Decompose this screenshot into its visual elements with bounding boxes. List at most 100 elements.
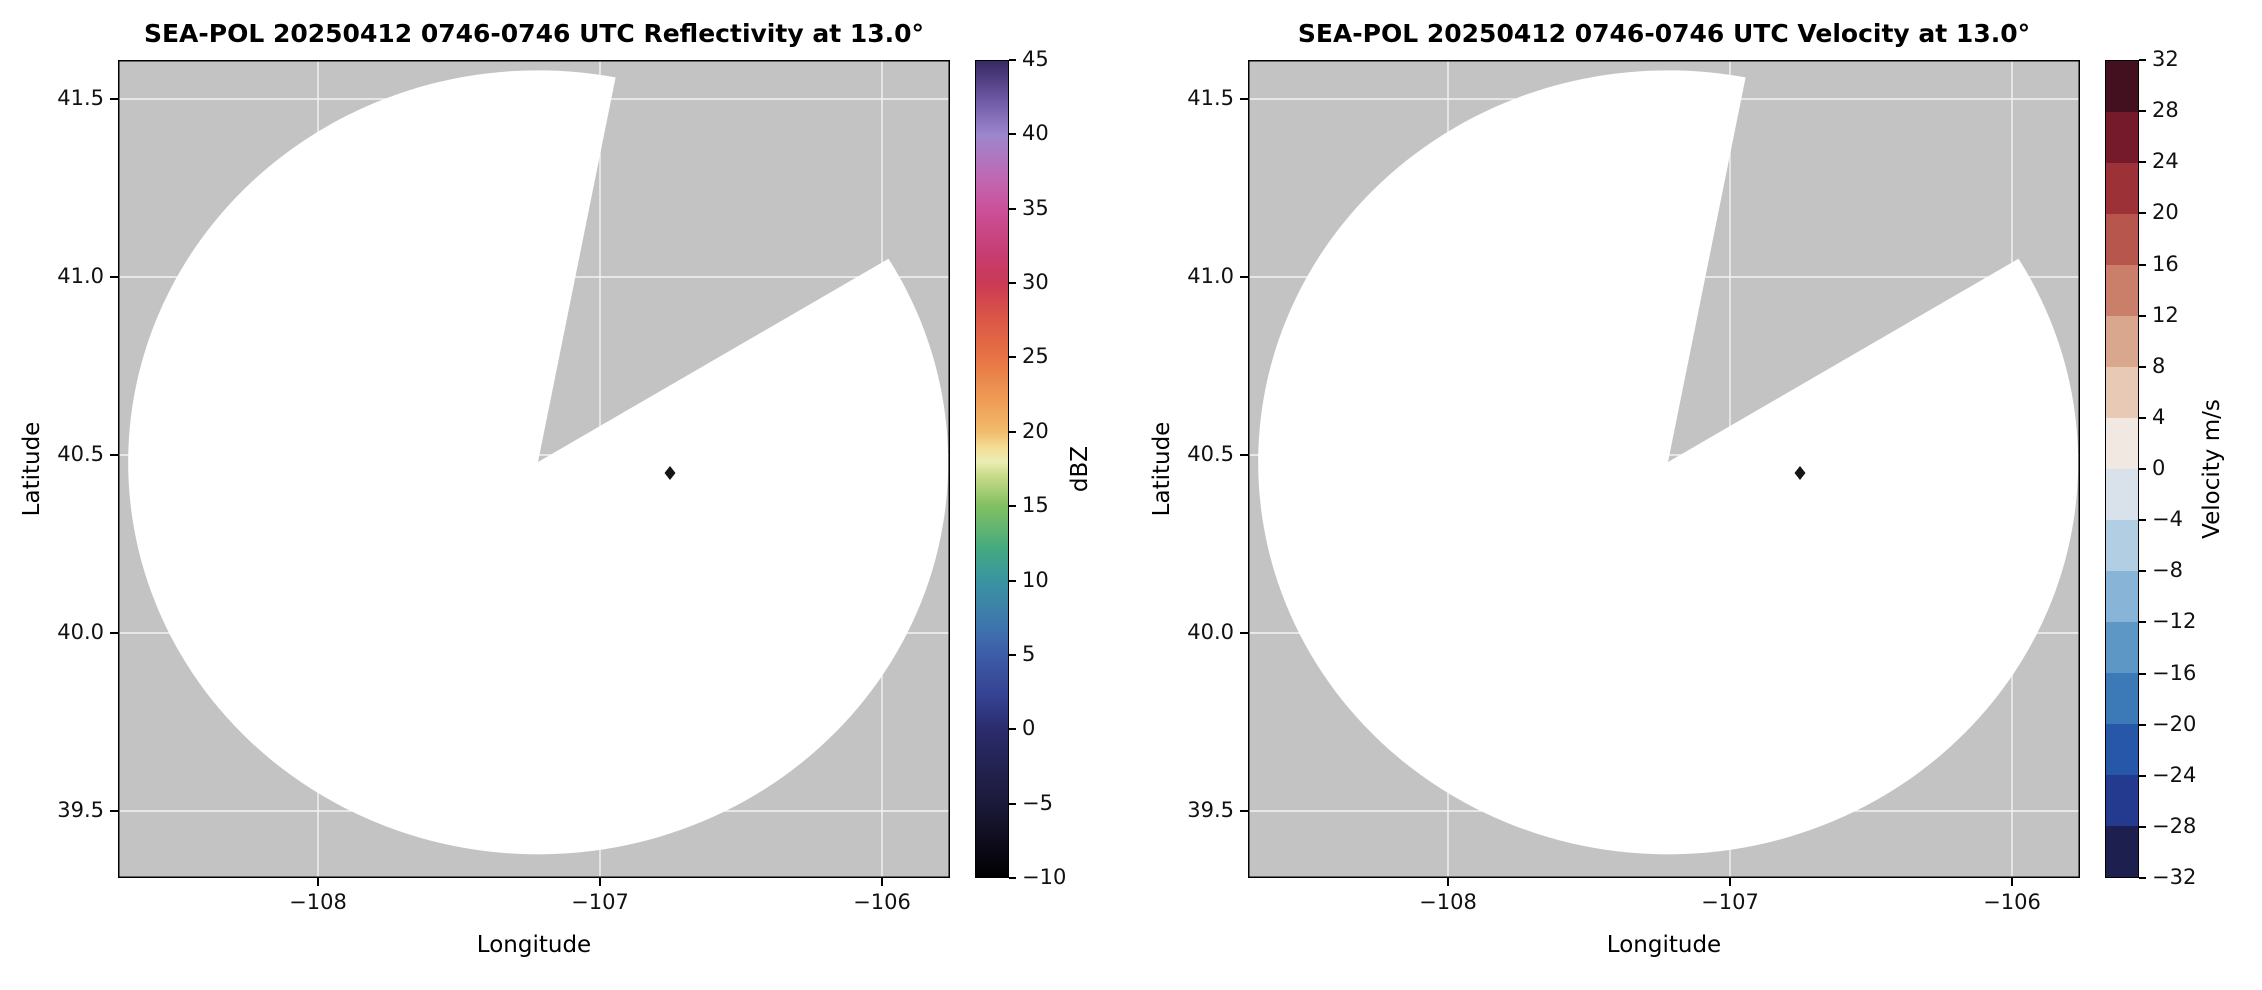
colorbar-tick-mark — [1009, 728, 1016, 731]
y-tick-mark — [1240, 454, 1248, 456]
colorbar-tick-mark — [1009, 207, 1016, 210]
colorbar-tick-mark — [2139, 110, 2146, 113]
colorbar-tick-mark — [2139, 59, 2146, 61]
reflectivity-y-axis-label: Latitude — [19, 421, 45, 517]
colorbar-tick-mark — [1009, 877, 1016, 879]
y-tick-label: 39.5 — [1187, 798, 1234, 822]
radar-echo-marker — [664, 466, 676, 480]
x-tick-mark — [599, 878, 601, 886]
velocity-colorbar — [2105, 60, 2139, 878]
colorbar-tick-label: 20 — [2152, 200, 2179, 225]
x-tick-label: −108 — [1419, 890, 1477, 914]
y-tick-label: 39.5 — [57, 798, 104, 822]
velocity-title: SEA-POL 20250412 0746-0746 UTC Velocity … — [1297, 19, 2031, 48]
y-tick-mark — [110, 276, 118, 278]
colorbar-tick-label: 40 — [1022, 121, 1049, 146]
y-tick-label: 40.5 — [1187, 442, 1234, 466]
y-tick-label: 40.0 — [1187, 620, 1234, 644]
colorbar-tick-label: 35 — [1022, 195, 1049, 220]
y-tick-mark — [1240, 276, 1248, 278]
colorbar-tick-label: 28 — [2152, 98, 2179, 123]
colorbar-tick-mark — [2139, 161, 2146, 164]
colorbar-tick-mark — [2139, 212, 2146, 215]
y-tick-mark — [110, 98, 118, 100]
radar-scan-area — [128, 70, 949, 855]
x-tick-mark — [2011, 878, 2013, 886]
y-tick-label: 41.5 — [57, 86, 104, 110]
colorbar-tick-mark — [1009, 133, 1016, 136]
colorbar-tick-mark — [2139, 825, 2146, 828]
colorbar-tick-label: 45 — [1022, 47, 1049, 71]
y-tick-label: 40.0 — [57, 620, 104, 644]
x-tick-mark — [1447, 878, 1449, 886]
colorbar-tick-label: 16 — [2152, 251, 2179, 276]
x-tick-label: −106 — [1983, 890, 2041, 914]
y-tick-mark — [1240, 632, 1248, 634]
colorbar-tick-mark — [2139, 621, 2146, 624]
y-tick-label: 41.5 — [1187, 86, 1234, 110]
colorbar-tick-label: −5 — [1022, 790, 1053, 815]
colorbar-tick-label: 12 — [2152, 302, 2179, 327]
reflectivity-radar-plot — [118, 60, 950, 878]
colorbar-tick-mark — [2139, 365, 2146, 368]
colorbar-tick-mark — [2139, 416, 2146, 419]
y-tick-mark — [1240, 810, 1248, 812]
x-tick-label: −106 — [853, 890, 911, 914]
colorbar-tick-mark — [2139, 314, 2146, 317]
y-tick-label: 41.0 — [1187, 264, 1234, 288]
colorbar-tick-label: 15 — [1022, 493, 1049, 518]
colorbar-tick-label: −8 — [2152, 558, 2183, 583]
colorbar-tick-label: 5 — [1022, 641, 1036, 666]
colorbar-tick-mark — [1009, 802, 1016, 805]
colorbar-tick-mark — [1009, 653, 1016, 656]
colorbar-tick-label: −4 — [2152, 507, 2183, 532]
grid-lines — [1248, 60, 2080, 878]
y-tick-mark — [1240, 98, 1248, 100]
colorbar-tick-label: 8 — [2152, 353, 2166, 378]
colorbar-tick-mark — [2139, 519, 2146, 522]
reflectivity-x-axis-label: Longitude — [476, 932, 592, 958]
colorbar-tick-label: −10 — [1022, 865, 1067, 889]
colorbar-tick-label: −12 — [2152, 609, 2197, 634]
y-tick-label: 41.0 — [57, 264, 104, 288]
reflectivity-colorbar — [975, 60, 1009, 878]
radar-scan-area — [1258, 70, 2079, 855]
colorbar-tick-label: 20 — [1022, 418, 1049, 443]
plot-border — [1248, 60, 2080, 878]
colorbar-tick-mark — [2139, 570, 2146, 573]
colorbar-tick-label: −16 — [2152, 660, 2197, 685]
x-tick-label: −108 — [289, 890, 347, 914]
x-tick-label: −107 — [571, 890, 629, 914]
x-tick-mark — [317, 878, 319, 886]
colorbar-tick-mark — [1009, 505, 1016, 508]
y-tick-mark — [110, 454, 118, 456]
colorbar-tick-label: 0 — [1022, 716, 1036, 741]
velocity-x-axis-label: Longitude — [1606, 932, 1722, 958]
reflectivity-colorbar-label: dBZ — [1067, 445, 1093, 493]
colorbar-tick-mark — [1009, 356, 1016, 359]
colorbar-tick-label: 0 — [2152, 456, 2166, 480]
colorbar-tick-label: 4 — [2152, 404, 2166, 429]
reflectivity-title: SEA-POL 20250412 0746-0746 UTC Reflectiv… — [143, 19, 925, 48]
velocity-y-axis-label: Latitude — [1149, 421, 1175, 517]
x-tick-label: −107 — [1701, 890, 1759, 914]
colorbar-tick-label: 25 — [1022, 344, 1049, 369]
colorbar-tick-mark — [1009, 579, 1016, 582]
colorbar-tick-label: 24 — [2152, 149, 2179, 174]
colorbar-tick-mark — [2139, 774, 2146, 777]
y-tick-label: 40.5 — [57, 442, 104, 466]
radar-echo-marker — [1794, 466, 1806, 480]
colorbar-tick-mark — [2139, 672, 2146, 675]
colorbar-tick-mark — [1009, 282, 1016, 285]
colorbar-tick-label: −28 — [2152, 813, 2197, 838]
colorbar-tick-mark — [2139, 723, 2146, 726]
colorbar-tick-label: 32 — [2152, 47, 2179, 71]
colorbar-tick-label: −24 — [2152, 762, 2197, 787]
colorbar-tick-mark — [2139, 263, 2146, 266]
colorbar-tick-mark — [2139, 877, 2146, 879]
y-tick-mark — [110, 810, 118, 812]
y-tick-mark — [110, 632, 118, 634]
colorbar-tick-label: −20 — [2152, 711, 2197, 736]
grid-lines — [118, 60, 950, 878]
